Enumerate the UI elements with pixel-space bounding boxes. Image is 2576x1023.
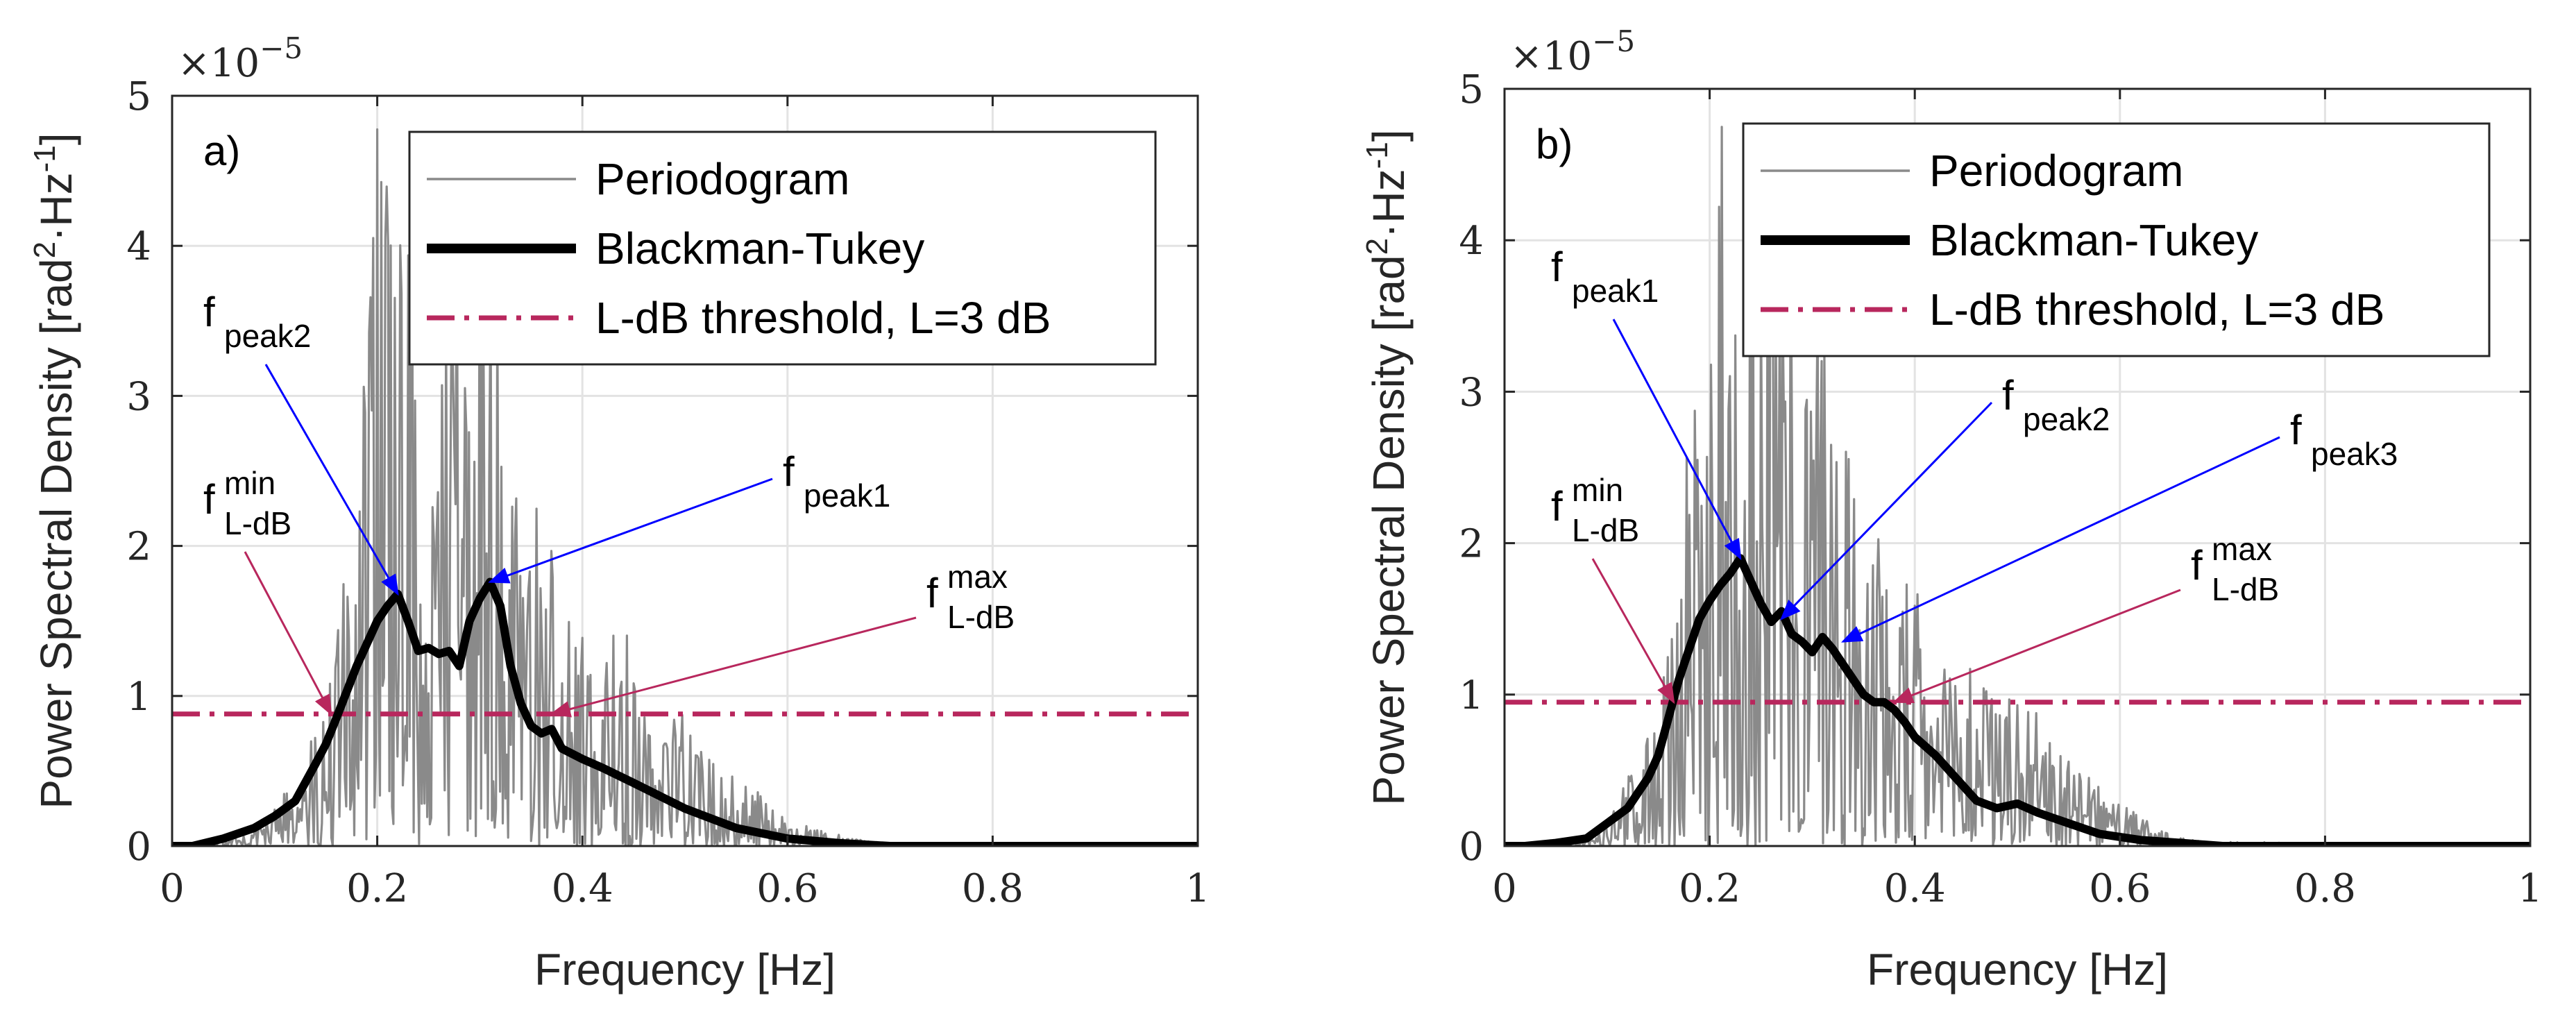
annotation-label: f	[2191, 542, 2203, 589]
annotation-arrow	[1779, 401, 1993, 620]
annotation-label: f	[2290, 407, 2302, 453]
annotation-label: f	[783, 448, 795, 495]
annotation-arrow	[244, 551, 332, 716]
y-exponent-power: −5	[1592, 24, 1635, 58]
annotation-label: f	[1551, 483, 1563, 530]
y-tick-label: 0	[1459, 825, 1484, 870]
axes-box	[171, 94, 1199, 847]
x-tick-label: 0	[1492, 866, 1517, 911]
annotation-L-dB-max: f max L-dB	[1892, 531, 2279, 704]
annotation-sub: peak1	[804, 477, 890, 514]
legend-entry: Periodogram	[595, 154, 849, 204]
legend-entry: Blackman-Tukey	[1929, 215, 2258, 265]
annotation-sub: L-dB	[947, 599, 1015, 635]
annotation-sub: peak2	[224, 318, 311, 354]
annotation-label: f	[2002, 372, 2014, 418]
blackman-tukey-line	[172, 577, 1198, 846]
blackman-tukey-line	[1505, 554, 2530, 846]
annotation-sub: L-dB	[1572, 512, 1639, 548]
panel-label: a)	[203, 128, 240, 174]
annotation-arrow	[549, 616, 917, 718]
legend: Periodogram Blackman-Tukey L-dB threshold,…	[408, 130, 1157, 366]
y-tick-label: 5	[1459, 67, 1484, 112]
x-axis-label: Frequency [Hz]	[1867, 945, 2168, 995]
annotation-sup: max	[2212, 531, 2272, 567]
annotation-sup: min	[224, 465, 276, 501]
x-tick-label: 1	[2518, 866, 2543, 911]
x-tick-label: 0.4	[552, 866, 613, 911]
annotation-L-dB-min: f min L-dB	[1551, 472, 1675, 704]
y-tick-label: 1	[126, 675, 151, 720]
series-group	[1505, 126, 2530, 846]
annotation-sub: peak2	[2023, 401, 2110, 437]
annotation-L-dB-min: f min L-dB	[203, 465, 332, 716]
annotation-sub: L-dB	[2212, 571, 2279, 607]
annotation-arrow	[488, 477, 773, 584]
x-tick-label: 0.8	[962, 866, 1024, 911]
legend-entry: L-dB threshold, L=3 dB	[1929, 285, 2384, 335]
axes-box	[1503, 87, 2532, 847]
annotation-label: f	[203, 476, 215, 523]
annotation-sup: min	[1572, 472, 1623, 508]
annotation-arrow	[1841, 436, 2280, 643]
legend-entry: Blackman-Tukey	[595, 223, 924, 273]
annotation-sub: peak3	[2311, 436, 2398, 472]
annotation-label: f	[203, 289, 215, 335]
legend: Periodogram Blackman-Tukey L-dB threshold,…	[1742, 122, 2491, 357]
annotation-sub: peak1	[1572, 273, 1659, 309]
x-tick-label: 0.4	[1884, 866, 1946, 911]
annotation-sup: max	[947, 559, 1008, 595]
x-tick-label: 0	[160, 866, 185, 911]
x-tick-label: 0.6	[756, 866, 818, 911]
y-tick-label: 5	[126, 74, 151, 119]
y-tick-label: 3	[1459, 370, 1484, 415]
annotation-arrow	[264, 364, 399, 596]
annotation-arrow	[1612, 319, 1742, 561]
x-tick-label: 0.6	[2089, 866, 2151, 911]
x-tick-label: 0.2	[1679, 866, 1740, 911]
y-tick-label: 1	[1459, 673, 1484, 718]
annotation-sub: L-dB	[224, 505, 291, 541]
y-tick-label: 4	[126, 224, 151, 269]
legend-entry: Periodogram	[1929, 146, 2183, 196]
legend-entry: L-dB threshold, L=3 dB	[595, 293, 1051, 343]
y-axis-label: Power Spectral Density [rad2·Hz-1]	[28, 133, 81, 809]
x-tick-label: 0.8	[2294, 866, 2356, 911]
x-tick-label: 0.2	[346, 866, 408, 911]
annotation-label: f	[926, 570, 938, 616]
y-tick-label: 3	[126, 374, 151, 419]
annotation-arrow	[1591, 558, 1675, 704]
y-axis-label: Power Spectral Density [rad2·Hz-1]	[1360, 129, 1414, 805]
annotation-arrow	[1892, 589, 2181, 704]
y-tick-label: 2	[1459, 522, 1484, 567]
x-axis-label: Frequency [Hz]	[534, 945, 836, 995]
annotation-L-dB-max: f max L-dB	[549, 559, 1015, 718]
y-tick-label: 4	[1459, 219, 1484, 264]
panel-b: 0 0.2 0.4 0.6 0.8 1 0 1 2 3 4 5 ×10−5 Frequency [Hz] P…	[1360, 24, 2543, 995]
x-tick-label: 1	[1185, 866, 1210, 911]
y-exponent-label: ×10−5	[178, 31, 303, 86]
y-exponent-label: ×10−5	[1510, 24, 1635, 79]
panel-label: b)	[1536, 121, 1573, 167]
y-exponent-power: −5	[260, 31, 303, 65]
y-tick-label: 2	[126, 525, 151, 570]
panel-a: 0 0.2 0.4 0.6 0.8 1 0 1 2 3 4 5 ×10−5 Frequency [Hz] P…	[28, 31, 1210, 995]
y-tick-label: 0	[126, 825, 151, 870]
annotation-label: f	[1551, 244, 1563, 290]
